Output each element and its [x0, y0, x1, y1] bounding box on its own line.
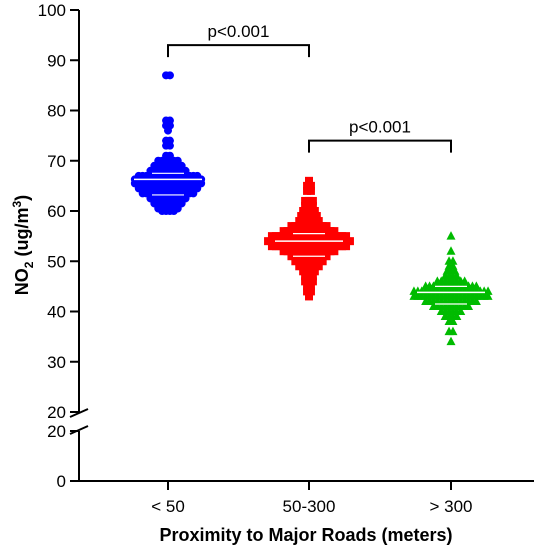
y-tick-label: 50: [47, 252, 66, 271]
y-axis-title-subscript: 2: [22, 261, 36, 268]
data-point-triangle: [464, 301, 474, 310]
y-tick-label: 90: [47, 51, 66, 70]
y-tick-label: 20: [47, 403, 66, 422]
data-point-triangle: [456, 306, 466, 315]
y-tick-label: 40: [47, 303, 66, 322]
y-tick-label: 80: [47, 102, 66, 121]
y-tick-label: 70: [47, 152, 66, 171]
data-point-square: [342, 232, 351, 241]
y-tick-label: 20: [47, 422, 66, 441]
data-point-square: [306, 282, 315, 291]
summary-lines: [134, 172, 485, 305]
data-point-triangle: [460, 276, 470, 285]
data-point-triangle: [483, 286, 493, 295]
y-axis-title-superscript: 3: [10, 201, 24, 208]
data-point-square: [308, 272, 317, 281]
data-point-square: [306, 287, 315, 296]
data-point-square: [342, 242, 351, 251]
data-point-triangle: [448, 316, 458, 326]
y-axis-title: NO2 (ug/m3): [10, 195, 36, 295]
x-axis-title: Proximity to Major Roads (meters): [159, 525, 452, 545]
y-tick-label: 30: [47, 353, 66, 372]
x-ticks: < 50 50-300 > 300: [151, 481, 473, 516]
significance-bracket: [167, 44, 310, 58]
data-point-square: [306, 181, 315, 190]
data-point-triangle: [448, 256, 458, 265]
significance-label: p<0.001: [349, 118, 411, 137]
significance-label: p<0.001: [208, 22, 270, 41]
data-point-square: [345, 237, 354, 246]
data-point-triangle: [446, 336, 456, 346]
data-point-square: [310, 207, 319, 215]
data-point-triangle: [483, 291, 493, 300]
y-tick-label: 60: [47, 202, 66, 221]
data-point-square: [312, 212, 321, 221]
data-point-circle: [164, 126, 172, 135]
data-points: [130, 71, 493, 346]
data-point-square: [322, 222, 331, 231]
data-point-square: [310, 267, 319, 276]
data-point-triangle: [446, 246, 456, 255]
significance-bracket: [308, 139, 452, 153]
y-axis-title-unit-suffix: ): [12, 195, 32, 201]
data-point-square: [314, 262, 323, 271]
data-point-triangle: [471, 296, 481, 305]
data-point-square: [306, 186, 315, 195]
data-point-square: [330, 227, 339, 236]
data-point-triangle: [471, 281, 481, 290]
y-axis-title-main: NO: [12, 268, 32, 295]
data-point-square: [308, 196, 317, 205]
data-point-square: [308, 201, 317, 210]
data-point-square: [308, 277, 317, 286]
x-tick-label: 50-300: [283, 497, 336, 516]
data-point-circle: [165, 71, 174, 80]
data-point-triangle: [446, 231, 456, 240]
y-tick-label: 100: [38, 1, 66, 20]
data-point-square: [305, 292, 313, 301]
significance-brackets: p<0.001 p<0.001: [167, 22, 452, 153]
data-point-circle: [165, 141, 174, 150]
y-tick-label: 0: [57, 472, 66, 491]
data-point-circle: [189, 189, 198, 198]
data-point-triangle: [452, 311, 462, 321]
x-tick-label: > 300: [429, 497, 472, 516]
x-tick-label: < 50: [151, 497, 185, 516]
y-axis-title-unit-prefix: (ug/m: [12, 208, 32, 262]
data-point-triangle: [452, 271, 462, 280]
data-point-square: [322, 252, 331, 261]
data-point-square: [330, 247, 339, 256]
data-point-triangle: [448, 326, 458, 336]
data-point-square: [305, 176, 313, 185]
data-point-square: [314, 217, 323, 226]
data-point-square: [318, 257, 327, 266]
data-point-circle: [169, 207, 178, 215]
